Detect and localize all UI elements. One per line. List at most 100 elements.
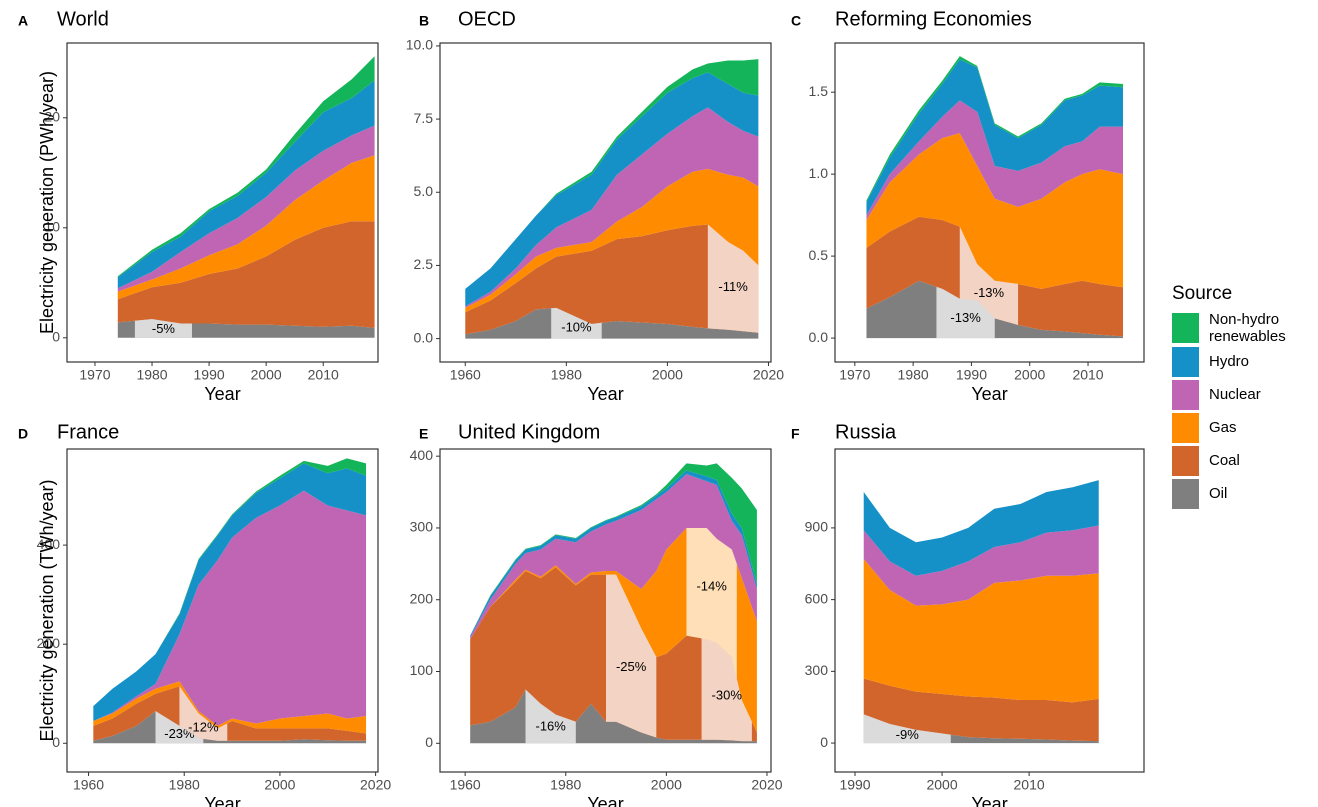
annotation-label: -11%	[718, 279, 748, 294]
legend-swatch	[1172, 445, 1199, 476]
y-tick-label: 10.0	[406, 37, 433, 53]
x-tick-label: 2010	[1014, 777, 1045, 793]
area-layer	[93, 681, 367, 734]
annotation-label: -25%	[616, 659, 647, 674]
area-layer	[465, 307, 759, 339]
x-tick-label: 1970	[79, 367, 110, 383]
y-tick-label: 0	[52, 734, 60, 750]
area-layer	[863, 480, 1099, 576]
panel-frame	[834, 448, 1145, 773]
panel-title: United Kingdom	[458, 421, 600, 443]
highlight-span	[959, 226, 1019, 325]
y-tick-label: 300	[805, 662, 829, 678]
panel-title: Russia	[835, 421, 897, 443]
legend-label: Gas	[1209, 419, 1237, 436]
y-tick-label: 5.0	[414, 183, 434, 199]
y-tick-label: 400	[410, 447, 434, 463]
legend-label: Coal	[1209, 452, 1240, 469]
y-tick-label: 7.5	[414, 110, 434, 126]
x-tick-label: 2000	[1014, 367, 1045, 383]
legend-item: Hydro	[1172, 345, 1312, 378]
highlight-span	[686, 527, 737, 679]
area-layer	[93, 458, 367, 707]
x-tick-label: 2010	[1072, 367, 1103, 383]
area-layer	[117, 155, 375, 300]
x-tick-label: 2020	[753, 367, 784, 383]
x-tick-label: 2020	[360, 777, 391, 793]
area-layer	[866, 216, 1124, 337]
highlight-span	[707, 224, 759, 333]
x-axis-title: Year	[587, 384, 623, 404]
annotation-label: -12%	[188, 720, 219, 735]
panel-frame	[66, 448, 379, 773]
panel-letter: E	[419, 426, 428, 442]
y-tick-label: 300	[410, 519, 434, 535]
y-tick-label: 200	[37, 635, 61, 651]
legend: Source Non-hydro renewables Hydro Nuclear G…	[1172, 283, 1312, 510]
y-axis-title: Electricity generation (PWh/year)	[37, 71, 57, 334]
x-tick-label: 1980	[550, 777, 581, 793]
y-tick-label: 10	[44, 219, 60, 235]
x-tick-label: 1980	[169, 777, 200, 793]
legend-label: Hydro	[1209, 353, 1250, 370]
legend-label: Oil	[1209, 485, 1228, 502]
legend-label: Non-hydro renewables	[1209, 311, 1286, 345]
area-layer	[465, 168, 759, 313]
x-tick-label: 2020	[751, 777, 782, 793]
annotation-label: -13%	[974, 285, 1005, 300]
x-axis-title: Year	[971, 384, 1007, 404]
panel-frame	[66, 42, 379, 363]
x-tick-label: 1990	[956, 367, 987, 383]
panel-frame	[439, 448, 772, 773]
panel-title: World	[57, 8, 109, 30]
legend-item: Coal	[1172, 444, 1312, 477]
y-tick-label: 20	[44, 109, 60, 125]
annotation-label: -5%	[152, 321, 176, 336]
x-tick-label: 1980	[136, 367, 167, 383]
area-layer	[465, 72, 759, 307]
x-axis-title: Year	[204, 794, 240, 807]
legend-swatch	[1172, 313, 1199, 343]
x-axis-title: Year	[204, 384, 240, 404]
panel-frame	[834, 42, 1145, 363]
legend-swatch	[1172, 346, 1199, 377]
x-tick-label: 2000	[264, 777, 295, 793]
highlight-span	[525, 689, 576, 744]
panel-title: Reforming Economies	[835, 8, 1032, 30]
x-tick-label: 1960	[450, 367, 481, 383]
x-tick-label: 1990	[194, 367, 225, 383]
area-layer	[93, 686, 367, 741]
y-tick-label: 0	[425, 734, 433, 750]
panel-letter: C	[791, 13, 801, 29]
y-axis-title: Electricity generation (TWh/year)	[37, 479, 57, 741]
legend-item: Nuclear	[1172, 378, 1312, 411]
panel-title: France	[57, 421, 119, 443]
area-layer	[866, 59, 1124, 216]
area-layer	[93, 490, 367, 726]
y-tick-label: 900	[805, 519, 829, 535]
area-layer	[863, 678, 1099, 742]
area-layer	[470, 474, 757, 640]
x-tick-label: 1970	[839, 367, 870, 383]
y-tick-label: 0.0	[414, 329, 434, 345]
y-tick-label: 1.5	[809, 83, 829, 99]
panel-letter: F	[791, 426, 800, 442]
x-tick-label: 1990	[839, 777, 870, 793]
area-layer	[117, 80, 375, 289]
legend-swatch	[1172, 478, 1199, 509]
panel-title: OECD	[458, 8, 516, 30]
y-tick-label: 600	[805, 590, 829, 606]
highlight-span	[179, 686, 228, 741]
panel-letter: D	[18, 426, 28, 442]
annotation-label: -14%	[696, 579, 727, 594]
x-tick-label: 2000	[652, 367, 683, 383]
area-layer	[93, 463, 367, 721]
legend-swatch	[1172, 412, 1199, 443]
legend-item: Oil	[1172, 477, 1312, 510]
y-tick-label: 0.0	[809, 329, 829, 345]
y-tick-label: 100	[410, 662, 434, 678]
x-tick-label: 1980	[551, 367, 582, 383]
x-axis-title: Year	[971, 794, 1007, 807]
